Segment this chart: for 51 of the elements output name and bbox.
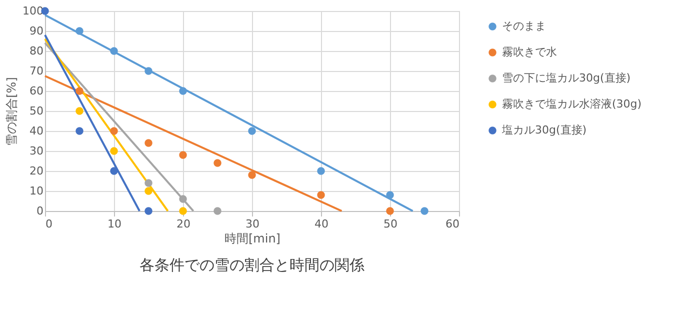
legend-label: 霧吹きで水 [502,46,557,58]
text: 各条件での雪の割合と時間の関係 [140,256,364,274]
point [386,191,394,199]
point [179,207,187,215]
y-tick-label: 60 [30,84,44,98]
point [179,195,187,203]
y-tick-label: 70 [30,64,44,78]
y-tick-label: 40 [30,124,44,138]
point [214,207,222,215]
x-tick-label: 50 [384,218,398,230]
x-axis-title: 時間[min] [224,232,280,246]
point [214,159,222,167]
x-tick-label: 0 [46,218,52,230]
point [144,207,152,215]
point [110,147,118,155]
y-tick-label: 0 [36,204,44,218]
point [317,167,325,175]
point [386,207,394,215]
y-tick-label: 90 [30,24,44,38]
point [248,171,256,179]
point [179,151,187,159]
x-tick-label: 10 [108,218,122,230]
legend-label: 塩カル30g(直接) [501,124,587,136]
y-axis-title: 雪の割合[%] [4,77,19,146]
x-tick-label: 40 [314,218,328,230]
y-tick-label: 80 [30,44,44,58]
legend-label: 雪の下に塩カル30g(直接) [502,72,631,84]
legend-label: 霧吹きで塩カル水溶液(30g) [502,98,642,110]
point [76,107,84,115]
y-tick-label: 30 [30,144,44,158]
point [144,179,152,187]
y-tick-label: 10 [30,184,44,198]
point [317,191,325,199]
x-tick-label: 30 [246,218,260,230]
point [110,127,118,135]
y-tick-label: 50 [30,104,44,118]
point [144,67,152,75]
point [76,127,84,135]
point [179,87,187,95]
point [76,87,84,95]
x-tick-label: 60 [446,218,460,230]
point [110,167,118,175]
point [144,187,152,195]
point [76,27,84,35]
point [420,207,428,215]
point [144,139,152,147]
y-tick-label: 20 [30,164,44,178]
point [248,127,256,135]
x-tick-label: 20 [176,218,190,230]
legend-label: そのまま [502,20,546,32]
point [110,47,118,55]
